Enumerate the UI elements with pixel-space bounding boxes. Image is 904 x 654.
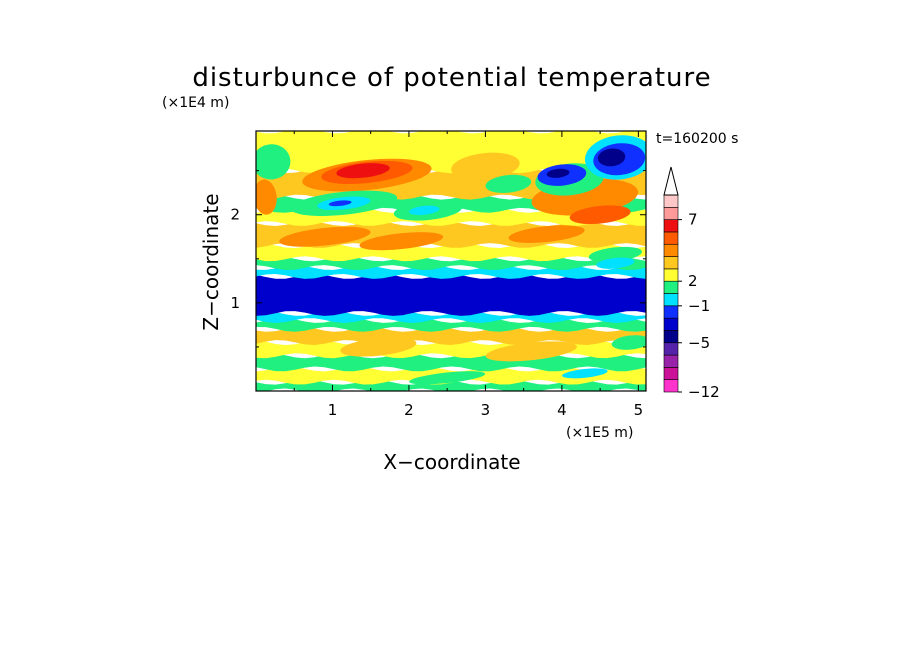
- field-band: [256, 326, 646, 345]
- field-band: [256, 379, 646, 391]
- colorbar-swatch: [663, 305, 679, 319]
- field-feature: [611, 335, 646, 350]
- field-feature: [562, 368, 608, 379]
- colorbar-swatch: [663, 330, 679, 344]
- field-band: [256, 243, 646, 262]
- field-feature: [451, 152, 520, 180]
- field-feature: [485, 341, 577, 362]
- field-feature: [546, 168, 570, 178]
- time-label: t=160200 s: [656, 131, 738, 147]
- y-tick-label: 1: [230, 294, 240, 312]
- colorbar-swatch: [663, 268, 679, 282]
- x-axis-label: X−coordinate: [383, 450, 520, 474]
- colorbar-swatch: [663, 342, 679, 356]
- y-unit-label: (×1E4 m): [162, 95, 229, 111]
- field-feature: [359, 232, 444, 251]
- chart-title: disturbunce of potential temperature: [192, 63, 711, 93]
- axes: 1 2 3 4 5 1 2: [230, 131, 646, 419]
- field-feature: [279, 226, 371, 247]
- colorbar-tick-label: −5: [688, 334, 710, 352]
- colorbar: 7 2 −1 −5 −12: [663, 166, 720, 401]
- colorbar-tick-label: −1: [688, 297, 710, 315]
- field-feature: [597, 148, 626, 167]
- colorbar-swatch: [663, 243, 679, 257]
- field-feature: [409, 205, 440, 215]
- colorbar-swatch: [663, 379, 679, 393]
- colorbar-swatch: [663, 207, 679, 220]
- field-feature: [336, 163, 390, 179]
- field-feature: [596, 257, 635, 269]
- field-feature: [263, 359, 325, 370]
- colorbar-tick-label: 7: [688, 211, 698, 229]
- x-tick-label: 5: [634, 401, 644, 419]
- colorbar-swatch: [663, 367, 679, 380]
- field-feature: [340, 337, 417, 357]
- colorbar-swatch: [663, 219, 679, 233]
- field-band: [256, 273, 646, 316]
- field-feature: [409, 371, 486, 385]
- field-feature: [569, 205, 631, 225]
- colorbar-tick-label: −12: [688, 383, 720, 401]
- x-tick-label: 3: [481, 401, 491, 419]
- colorbar-extend-arrow: [663, 166, 679, 196]
- field-band: [256, 256, 646, 270]
- x-tick-label: 4: [557, 401, 567, 419]
- x-tick-label: 2: [404, 401, 414, 419]
- field-band: [256, 353, 646, 372]
- field-feature: [485, 174, 532, 193]
- colorbar-swatch: [663, 194, 679, 208]
- colorbar-swatch: [663, 354, 679, 368]
- contour-field: [256, 131, 646, 391]
- field-band: [256, 311, 646, 323]
- colorbar-swatch: [663, 280, 679, 294]
- colorbar-swatch: [663, 293, 679, 307]
- field-feature: [256, 179, 277, 215]
- y-axis-label: Z−coordinate: [199, 193, 223, 330]
- field-feature: [328, 200, 352, 207]
- plot-frame: [255, 130, 647, 392]
- field-band: [256, 265, 646, 279]
- colorbar-swatch: [663, 317, 679, 331]
- field-feature: [508, 225, 585, 243]
- x-tick-label: 1: [328, 401, 338, 419]
- colorbar-swatch: [663, 256, 679, 270]
- x-unit-label: (×1E5 m): [566, 425, 633, 441]
- colorbar-swatch: [663, 231, 679, 245]
- field-feature: [256, 144, 291, 180]
- y-tick-label: 2: [230, 206, 240, 224]
- colorbar-tick-label: 2: [688, 272, 698, 290]
